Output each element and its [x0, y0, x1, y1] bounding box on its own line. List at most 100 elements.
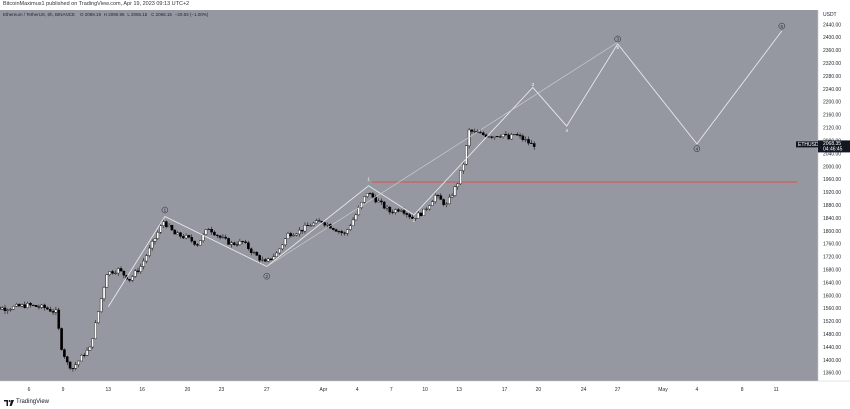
candle-body: [85, 350, 89, 356]
candle-body: [295, 233, 298, 236]
time-scale[interactable]: [0, 381, 850, 397]
price-tick-label: 2160.00: [823, 113, 841, 119]
candle-body: [264, 259, 267, 262]
candle-body: [114, 272, 117, 274]
price-tick-label: 1560.00: [823, 306, 841, 312]
time-tick-label: 13: [106, 387, 112, 393]
candle-body: [382, 201, 386, 209]
candle-body: [348, 225, 352, 230]
candle-body: [459, 170, 462, 185]
tradingview-logo-icon: [4, 400, 14, 406]
candle-body: [323, 222, 327, 226]
candle-body: [428, 205, 431, 210]
candle-body: [122, 270, 126, 276]
candle-body: [501, 133, 505, 137]
price-tick-label: 2000.00: [823, 164, 841, 170]
candle-body: [411, 216, 414, 219]
candle-body: [266, 258, 270, 262]
last-price-text: 2068.35: [823, 141, 841, 147]
candle-body: [105, 274, 109, 288]
ohlc-value: −20.83 (−1.00%): [175, 12, 209, 17]
candle-body: [244, 241, 247, 243]
candle-body: [187, 235, 191, 238]
wave-label-circle: [614, 35, 621, 43]
candle-body: [507, 134, 511, 140]
candle-body: [371, 193, 375, 198]
candle-body: [286, 233, 290, 239]
wave-label-circle: [778, 22, 786, 30]
wave-label: 5: [616, 45, 619, 50]
candle-body: [68, 361, 72, 369]
wave-label-circle: [263, 272, 271, 280]
candle-body: [218, 235, 222, 238]
candle-body: [414, 218, 417, 220]
price-chart[interactable]: Ethereum / TetherUS, 6h, BINANCE O 2089.…: [0, 10, 850, 397]
candle-body: [354, 214, 358, 221]
plot-area[interactable]: [0, 10, 818, 381]
price-tick-label: 1520.00: [823, 319, 841, 325]
candle-body: [17, 304, 21, 307]
candle-body: [252, 252, 256, 254]
candle-body: [385, 206, 389, 209]
candle-body: [326, 224, 329, 226]
candle-body: [380, 200, 383, 203]
candle-body: [207, 228, 211, 230]
price-tick-label: 2440.00: [823, 22, 841, 28]
candle-body: [490, 136, 494, 138]
ohlc-value: C 2068.15: [151, 12, 172, 17]
price-scale[interactable]: [818, 10, 850, 381]
candle-body: [521, 135, 525, 140]
candle-body: [312, 222, 315, 226]
candle-body: [190, 237, 194, 242]
candle-body: [346, 229, 349, 234]
price-tick-label: 1360.00: [823, 371, 841, 377]
time-tick-label: 24: [581, 387, 587, 393]
candle-body: [74, 364, 78, 369]
candle-body: [408, 214, 411, 218]
candle-body: [148, 247, 151, 256]
wave-label-circle: [693, 145, 701, 152]
symbol-tag: [796, 141, 818, 148]
candle-body: [419, 212, 423, 216]
candle-body: [193, 240, 196, 245]
candle-body: [198, 240, 202, 246]
time-tick-label: 27: [264, 387, 270, 393]
candle-body: [201, 234, 205, 241]
candle-body: [309, 225, 312, 227]
candle-body: [136, 270, 140, 272]
price-tick-label: 1680.00: [823, 268, 841, 274]
wave-label: 4: [696, 146, 699, 151]
candle-body: [394, 209, 397, 213]
price-tick-label: 2280.00: [823, 74, 841, 80]
candle-body: [278, 248, 281, 254]
candle-body: [60, 328, 63, 350]
candle-body: [20, 304, 24, 307]
candle-body: [498, 136, 502, 138]
time-tick-label: 16: [139, 387, 145, 393]
wave-label: 1: [367, 176, 370, 181]
price-tick-label: 1880.00: [823, 203, 841, 209]
candle-body: [431, 201, 434, 206]
wave-label: 3: [616, 37, 619, 42]
published-line: BitcoinMaximus1 published on TradingView…: [3, 1, 190, 7]
time-tick-label: 4: [356, 387, 359, 393]
candle-body: [493, 136, 496, 138]
candle-body: [230, 242, 233, 245]
candle-body: [116, 268, 120, 274]
time-tick-label: 27: [615, 387, 621, 393]
candle-body: [374, 196, 378, 203]
price-tick-label: 1640.00: [823, 280, 841, 286]
candle-body: [196, 244, 199, 246]
candle-body: [368, 193, 372, 195]
candle-body: [0, 307, 4, 310]
candle-body: [235, 244, 239, 246]
candle-body: [397, 209, 400, 212]
candle-body: [12, 306, 15, 310]
candle-body: [306, 225, 310, 227]
ohlc-value: L 2065.15: [127, 12, 147, 17]
wave-projection-line: [107, 30, 783, 308]
price-tick-label: 2120.00: [823, 126, 841, 132]
time-tick-label: 8: [741, 387, 744, 393]
time-tick-label: 7: [390, 387, 393, 393]
candle-body: [281, 244, 284, 250]
